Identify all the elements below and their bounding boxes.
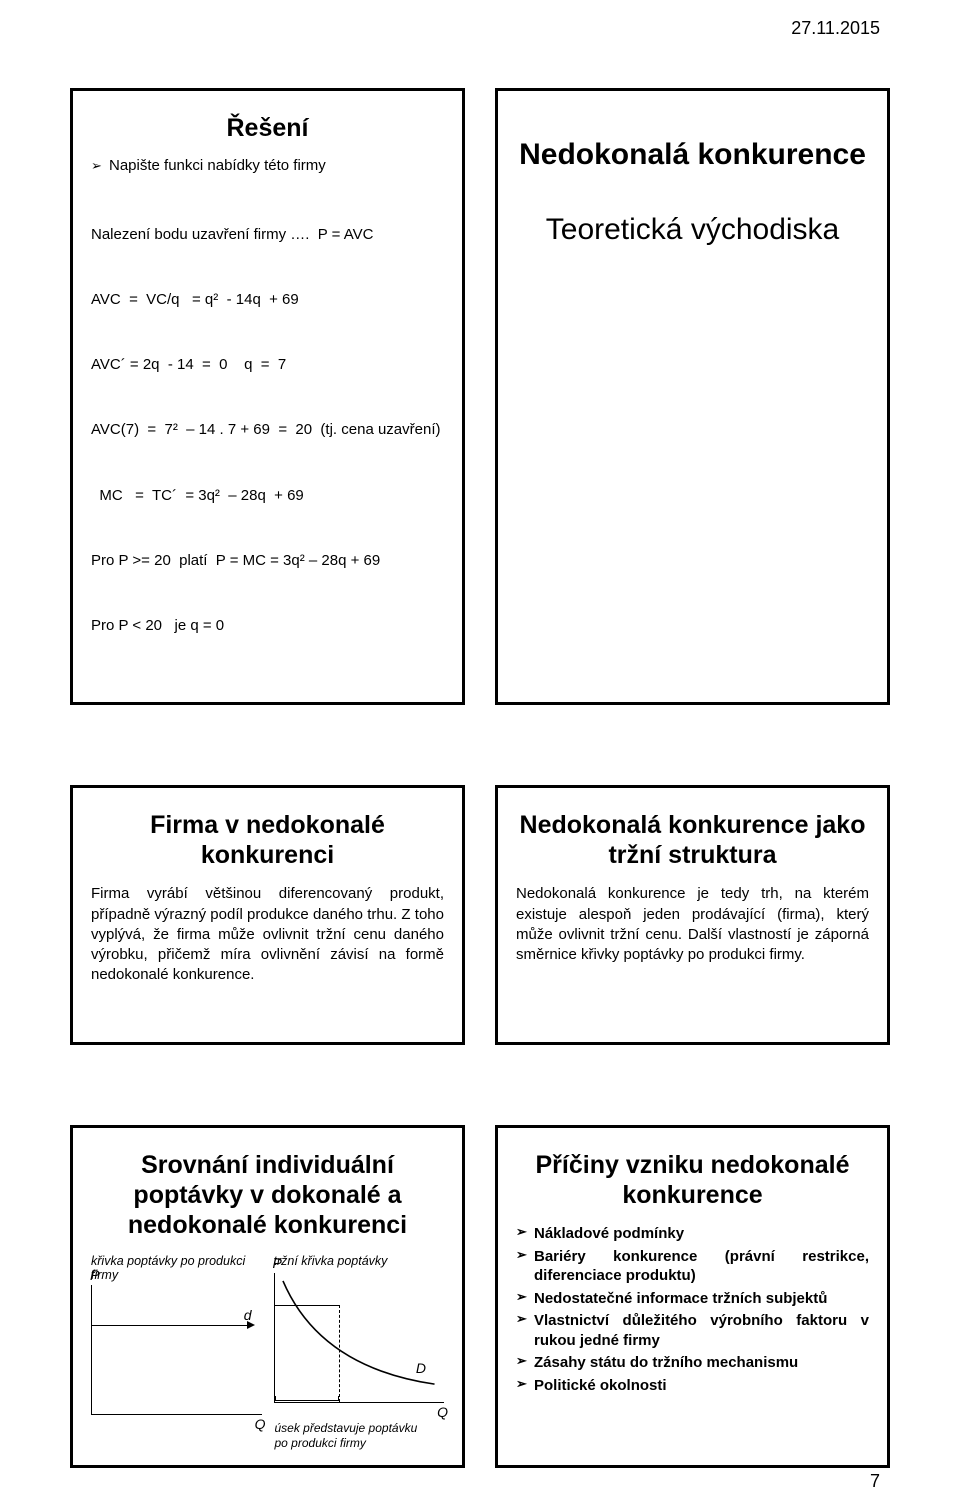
slide-title: Řešení [91,113,444,143]
list-item: Nákladové podmínky [516,1224,869,1244]
axis-label-Q: Q [437,1404,448,1420]
demand-flat-line [92,1325,253,1326]
slide-trzni-struktura: Nedokonalá konkurence jako tržní struktu… [495,785,890,1045]
slide-title: Nedokonalá konkurence [516,137,869,173]
slide-title: Nedokonalá konkurence jako tržní struktu… [516,810,869,870]
list-item: Zásahy státu do tržního mechanismu [516,1353,869,1373]
formula-line: MC = TC´ = 3q² – 28q + 69 [91,485,444,507]
list-item: Nedostatečné informace tržních subjektů [516,1289,869,1309]
chart-caption-left: křivka poptávky po produkci firmy [91,1254,262,1282]
chart-caption-right: tržní křivka poptávky [274,1254,445,1270]
demand-curve [275,1273,445,1402]
page: 27.11.2015 7 Řešení Napište funkci nabíd… [0,0,960,1508]
axis-label-P: P [90,1267,99,1283]
chart-right: tržní křivka poptávky P Q D [274,1254,445,1415]
formula-line: Pro P >= 20 platí P = MC = 3q² – 28q + 6… [91,550,444,572]
chart-row: křivka poptávky po produkci firmy P Q d … [91,1254,444,1415]
slide-body-text: Nedokonalá konkurence je tedy trh, na kt… [516,884,869,965]
axes-right: P Q D úsek představuje poptávku po produ… [274,1273,445,1403]
label-D-big: D [416,1360,426,1376]
chart-left: křivka poptávky po produkci firmy P Q d [91,1254,262,1415]
bullet-napiste: Napište funkci nabídky této firmy [91,157,326,174]
label-d: d [244,1307,252,1323]
slide-body-text: Firma vyrábí většinou diferencovaný prod… [91,884,444,985]
formula-line: Pro P < 20 je q = 0 [91,615,444,637]
usek-caption: úsek představuje poptávku po produkci fi… [275,1421,425,1450]
axis-label-Q: Q [255,1416,266,1432]
formula-line: AVC(7) = 7² – 14 . 7 + 69 = 20 (tj. cena… [91,419,444,441]
slide-reseni: Řešení Napište funkci nabídky této firmy… [70,88,465,705]
usek-brace [275,1400,339,1408]
slide-subtitle: Teoretická východiska [516,213,869,247]
slide-title: Příčiny vzniku nedokonalé konkurence [516,1150,869,1210]
slide-title: Srovnání individuální poptávky v dokonal… [91,1150,444,1240]
slide-srovnani-poptavky: Srovnání individuální poptávky v dokonal… [70,1125,465,1468]
list-item: Vlastnictví důležitého výrobního faktoru… [516,1311,869,1350]
slide-title: Firma v nedokonalé konkurenci [91,810,444,870]
cause-list: Nákladové podmínky Bariéry konkurence (p… [516,1224,869,1395]
formula-line: AVC´ = 2q - 14 = 0 q = 7 [91,354,444,376]
formula-block: Nalezení bodu uzavření firmy …. P = AVC … [91,180,444,680]
axis-label-P: P [273,1255,282,1271]
slide-priciny: Příčiny vzniku nedokonalé konkurence Nák… [495,1125,890,1468]
page-number: 7 [870,1471,880,1492]
slides-grid: Řešení Napište funkci nabídky této firmy… [70,88,890,1468]
slide-nedokonala-title: Nedokonalá konkurence Teoretická východi… [495,88,890,705]
list-item: Bariéry konkurence (právní restrikce, di… [516,1247,869,1286]
slide-firma-konkurenci: Firma v nedokonalé konkurenci Firma vyrá… [70,785,465,1045]
axes-left: P Q d [91,1285,262,1415]
formula-line: Nalezení bodu uzavření firmy …. P = AVC [91,224,444,246]
list-item: Politické okolnosti [516,1376,869,1396]
header-date: 27.11.2015 [791,18,880,39]
formula-line: AVC = VC/q = q² - 14q + 69 [91,289,444,311]
